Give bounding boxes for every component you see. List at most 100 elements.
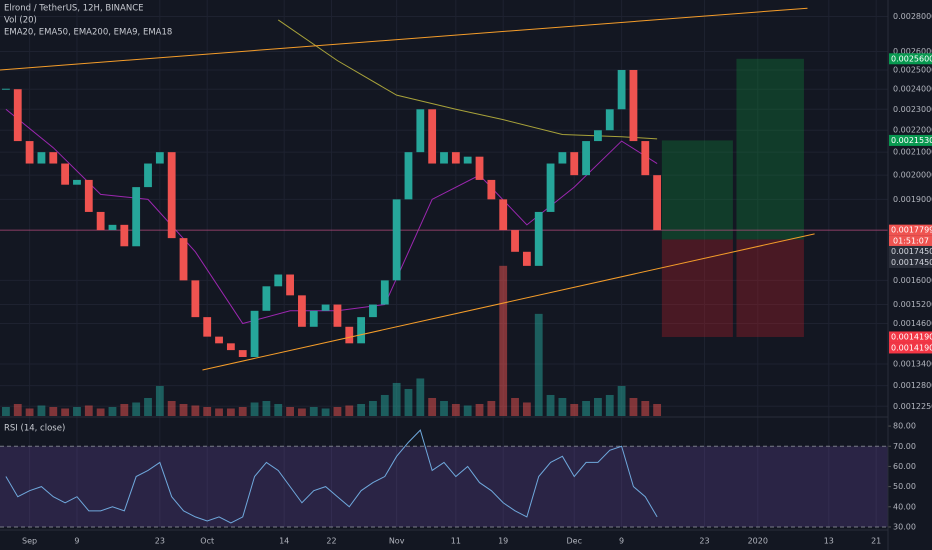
candle-body xyxy=(570,152,579,176)
candle-body xyxy=(84,179,93,212)
volume-bar xyxy=(629,397,638,416)
candle-body xyxy=(333,304,342,327)
candle-body xyxy=(61,163,70,185)
volume-bar xyxy=(155,385,164,416)
volume-bar xyxy=(475,403,484,416)
volume-bar xyxy=(594,397,602,416)
y-tick-label: 0.0016000 xyxy=(893,276,932,285)
candle-body xyxy=(605,109,614,131)
volume-bar xyxy=(511,397,519,416)
volume-bar xyxy=(357,403,366,416)
candle-body xyxy=(380,280,389,305)
candle-body xyxy=(108,224,117,231)
candle-body xyxy=(298,295,306,327)
volume-bar xyxy=(298,408,306,416)
candle-body xyxy=(49,152,58,164)
y-tick-label: 0.0024000 xyxy=(893,85,932,94)
ema-line xyxy=(277,19,658,140)
rsi-tick-label: 80.00 xyxy=(893,422,916,431)
candle-body xyxy=(345,326,354,344)
candle-body xyxy=(594,130,602,142)
candle-body xyxy=(404,152,413,200)
candle-body xyxy=(582,141,590,176)
countdown: 01:51:07 xyxy=(893,237,929,246)
candle-body xyxy=(428,109,437,164)
y-tick-label: 0.0012250 xyxy=(893,402,932,411)
volume-bar xyxy=(463,405,472,416)
candle-body xyxy=(203,317,212,337)
volume-bar xyxy=(120,403,129,416)
y-tick-label: 0.0028000 xyxy=(893,12,932,21)
volume-bar xyxy=(274,403,283,416)
loss-zone xyxy=(661,239,733,337)
volume-bar xyxy=(345,405,354,416)
rsi-title: RSI (14, close) xyxy=(4,424,65,434)
x-tick-label: 11 xyxy=(451,537,461,546)
profit-zone xyxy=(661,140,733,240)
volume-bar xyxy=(226,408,235,416)
volume-bar xyxy=(641,400,650,416)
candle-body xyxy=(191,280,200,318)
volume-bar xyxy=(499,265,508,416)
last-price-tag: 0.0017799 xyxy=(891,226,932,235)
x-tick-label: 19 xyxy=(498,537,508,546)
y-tick-label: 0.0015200 xyxy=(893,300,932,309)
y-tick-label: 0.0013400 xyxy=(893,359,932,368)
volume-bar xyxy=(617,385,626,416)
x-tick-label: Sep xyxy=(22,537,37,546)
candle-body xyxy=(392,199,401,281)
candle-body xyxy=(653,175,662,231)
volume-bar xyxy=(309,406,318,416)
loss-zone xyxy=(736,239,804,337)
candle-body xyxy=(262,286,271,311)
entry-tag-bg xyxy=(889,245,932,257)
y-tick-label: 0.0026000 xyxy=(893,47,932,56)
candle-body xyxy=(451,152,460,164)
volume-bar xyxy=(13,403,22,416)
volume-bar xyxy=(546,394,555,416)
y-tick-label: 0.0014600 xyxy=(893,319,932,328)
candle-body xyxy=(522,251,531,266)
volume-bar xyxy=(2,406,10,416)
x-tick-label: 22 xyxy=(326,537,336,546)
target-tag-bg xyxy=(889,53,932,65)
candle-body xyxy=(13,89,22,142)
candle-body xyxy=(274,274,283,287)
x-tick-label: 23 xyxy=(155,537,165,546)
candle-body xyxy=(144,163,152,188)
candle-body xyxy=(534,211,543,266)
rsi-tick-label: 30.00 xyxy=(893,522,916,531)
countdown-bg xyxy=(889,235,932,247)
volume-bar xyxy=(49,406,58,416)
volume-bar xyxy=(570,403,579,416)
target-tag-bg xyxy=(889,134,932,146)
volume-bar xyxy=(144,397,152,416)
candle-body xyxy=(179,238,188,281)
target-tag: 0.0021530 xyxy=(891,136,932,145)
volume-bar xyxy=(215,408,223,416)
volume-bar xyxy=(333,406,342,416)
y-tick-label: 0.0023000 xyxy=(893,105,932,114)
y-tick-label: 0.0012800 xyxy=(893,381,932,390)
candle-body xyxy=(629,69,638,142)
candle-body xyxy=(617,69,626,110)
volume-bar xyxy=(250,402,259,416)
volume-bar xyxy=(558,397,567,416)
chart-title: Elrond / TetherUS, 12H, BINANCE xyxy=(4,4,144,14)
candle-body xyxy=(132,187,141,247)
volume-bar xyxy=(179,403,188,416)
volume-bar xyxy=(84,405,93,416)
rsi-tick-label: 60.00 xyxy=(893,462,916,471)
volume-bar xyxy=(534,313,543,416)
volume-bar xyxy=(392,382,401,416)
volume-bar xyxy=(61,408,70,416)
volume-bar xyxy=(522,402,531,416)
last-price-tag-bg xyxy=(889,224,932,236)
candle-body xyxy=(440,152,448,164)
indicator-label: Vol (20) xyxy=(4,16,37,26)
volume-bar xyxy=(428,397,437,416)
candle-body xyxy=(641,141,650,176)
candle-body xyxy=(250,310,259,357)
candle-body xyxy=(155,152,164,164)
